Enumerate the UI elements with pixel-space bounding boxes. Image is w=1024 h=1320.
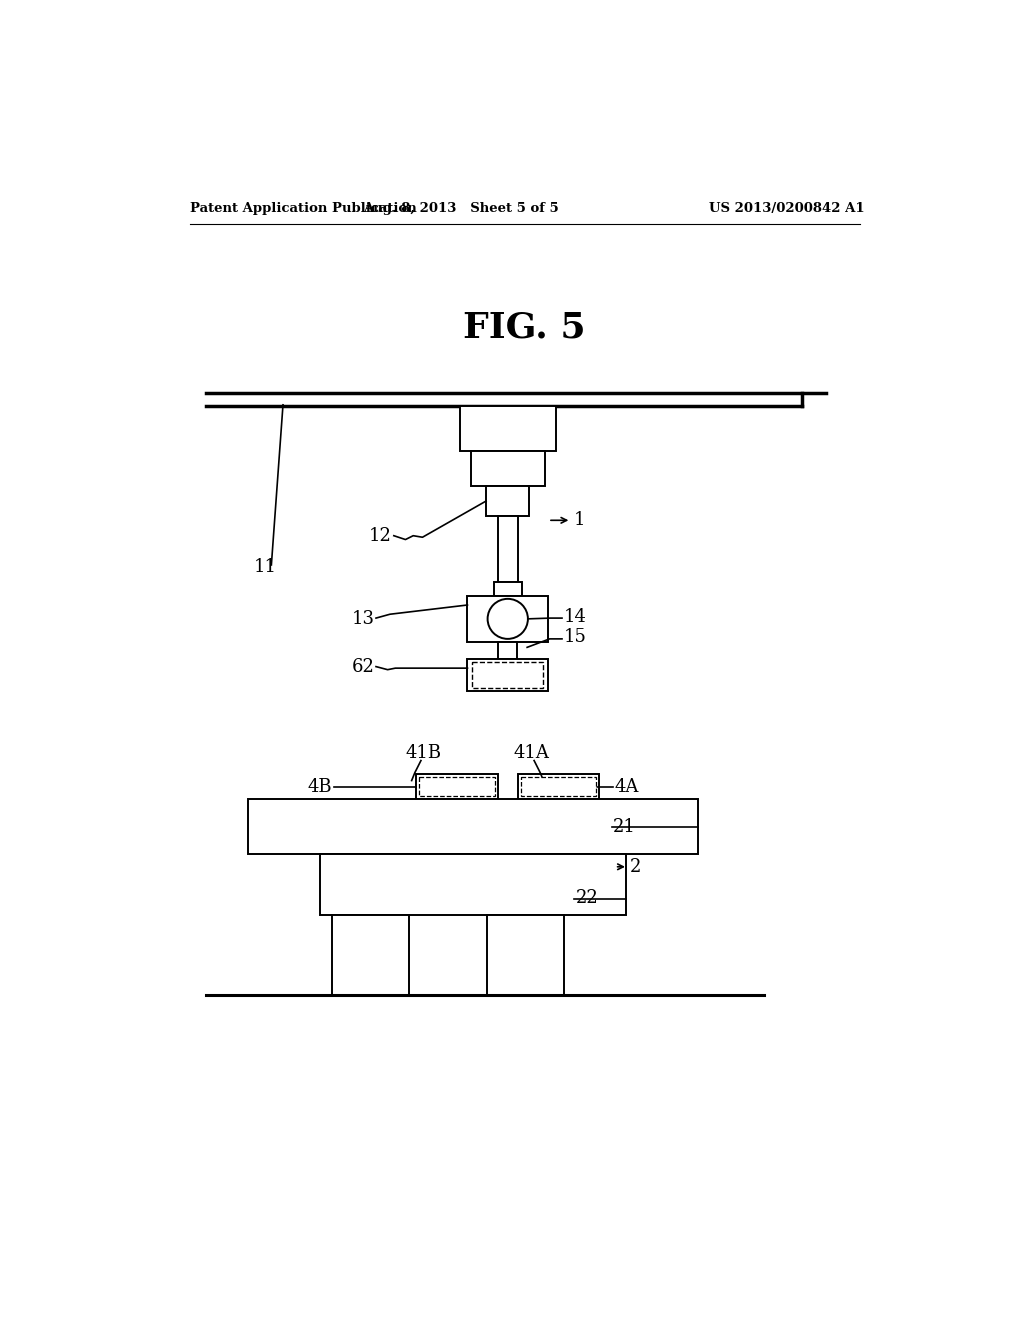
Text: 15: 15 xyxy=(563,628,587,647)
Bar xyxy=(498,516,518,582)
Text: 14: 14 xyxy=(563,607,587,626)
Bar xyxy=(472,663,544,688)
Bar xyxy=(332,915,410,995)
Text: 21: 21 xyxy=(613,818,636,836)
Text: 62: 62 xyxy=(351,657,375,676)
Text: 12: 12 xyxy=(369,527,391,545)
Bar xyxy=(494,582,521,595)
Text: Patent Application Publication: Patent Application Publication xyxy=(190,202,417,215)
Bar xyxy=(460,407,556,451)
Text: 1: 1 xyxy=(573,511,585,529)
Bar xyxy=(471,451,545,486)
Bar xyxy=(248,799,697,854)
Text: US 2013/0200842 A1: US 2013/0200842 A1 xyxy=(710,202,865,215)
Bar xyxy=(518,775,599,799)
Bar xyxy=(420,777,495,796)
Text: FIG. 5: FIG. 5 xyxy=(464,310,586,345)
Text: 13: 13 xyxy=(351,610,375,628)
Bar xyxy=(321,854,627,915)
Bar xyxy=(486,486,529,516)
Bar xyxy=(467,659,548,692)
Text: 22: 22 xyxy=(575,888,599,907)
Circle shape xyxy=(487,599,528,639)
Bar xyxy=(417,775,498,799)
Bar xyxy=(486,915,564,995)
Bar xyxy=(467,595,548,642)
Bar xyxy=(521,777,596,796)
Bar xyxy=(499,642,517,659)
Text: 11: 11 xyxy=(254,557,276,576)
Text: 41A: 41A xyxy=(513,744,549,762)
Text: 4A: 4A xyxy=(614,777,639,796)
Text: 4B: 4B xyxy=(308,777,333,796)
Text: 2: 2 xyxy=(630,858,642,875)
Text: Aug. 8, 2013   Sheet 5 of 5: Aug. 8, 2013 Sheet 5 of 5 xyxy=(364,202,559,215)
Text: 41B: 41B xyxy=(406,744,442,762)
